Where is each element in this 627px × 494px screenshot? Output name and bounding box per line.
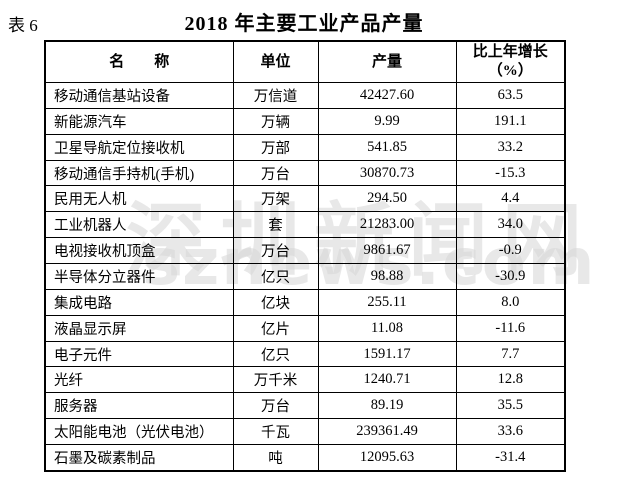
cell-growth: -30.9 [455, 263, 566, 290]
cell-name: 光纤 [44, 366, 234, 394]
cell-name: 移动通信基站设备 [44, 82, 234, 109]
table-row: 光纤 万千米 1240.71 12.8 [44, 366, 566, 394]
cell-unit: 千瓦 [232, 418, 319, 446]
cell-growth: 63.5 [455, 82, 566, 109]
cell-output: 1591.17 [317, 340, 457, 368]
cell-name: 服务器 [44, 392, 234, 420]
cell-unit: 套 [232, 211, 319, 239]
table-row: 石墨及碳素制品 吨 12095.63 -31.4 [44, 444, 566, 472]
cell-name: 太阳能电池（光伏电池） [44, 418, 234, 446]
cell-output: 1240.71 [317, 366, 457, 394]
table-row: 液晶显示屏 亿片 11.08 -11.6 [44, 314, 566, 342]
table-row: 民用无人机 万架 294.50 4.4 [44, 185, 566, 213]
table-row: 服务器 万台 89.19 35.5 [44, 392, 566, 420]
col-header-growth: 比上年增长 （%） [455, 40, 566, 83]
table-row: 电视接收机顶盒 万台 9861.67 -0.9 [44, 237, 566, 265]
cell-unit: 万信道 [232, 82, 319, 109]
cell-unit: 万台 [232, 237, 319, 265]
col-header-unit: 单位 [232, 40, 319, 83]
cell-output: 239361.49 [317, 418, 457, 446]
cell-unit: 亿只 [232, 340, 319, 368]
cell-unit: 万台 [232, 159, 319, 187]
cell-unit: 万辆 [232, 107, 319, 135]
table-row: 移动通信基站设备 万信道 42427.60 63.5 [44, 82, 566, 109]
cell-growth: 4.4 [455, 185, 566, 213]
table-row: 集成电路 亿块 255.11 8.0 [44, 288, 566, 316]
table-number-label: 表 6 [8, 16, 38, 35]
cell-growth: 12.8 [455, 366, 566, 394]
cell-name: 移动通信手持机(手机) [44, 159, 234, 187]
cell-name: 石墨及碳素制品 [44, 444, 234, 472]
table-row: 半导体分立器件 亿只 98.88 -30.9 [44, 263, 566, 290]
table-row: 移动通信手持机(手机) 万台 30870.73 -15.3 [44, 159, 566, 187]
col-header-growth-line1: 比上年增长 [472, 44, 548, 61]
cell-output: 98.88 [317, 263, 457, 290]
col-header-growth-line2: （%） [487, 63, 533, 79]
cell-growth: 191.1 [455, 107, 566, 135]
cell-name: 液晶显示屏 [44, 314, 234, 342]
cell-output: 30870.73 [317, 159, 457, 187]
cell-growth: 8.0 [455, 288, 566, 316]
table-row: 太阳能电池（光伏电池） 千瓦 239361.49 33.6 [44, 418, 566, 446]
cell-growth: -31.4 [455, 444, 566, 472]
cell-growth: 33.2 [455, 133, 566, 161]
cell-output: 541.85 [317, 133, 457, 161]
table-row: 电子元件 亿只 1591.17 7.7 [44, 340, 566, 368]
col-header-name: 名 称 [44, 40, 234, 83]
cell-name: 工业机器人 [44, 211, 234, 239]
cell-growth: -0.9 [455, 237, 566, 265]
cell-output: 11.08 [317, 314, 457, 342]
cell-unit: 万部 [232, 133, 319, 161]
cell-output: 12095.63 [317, 444, 457, 472]
cell-name: 电子元件 [44, 340, 234, 368]
table-row: 工业机器人 套 21283.00 34.0 [44, 211, 566, 239]
cell-output: 9.99 [317, 107, 457, 135]
cell-name: 新能源汽车 [44, 107, 234, 135]
cell-growth: -15.3 [455, 159, 566, 187]
cell-output: 21283.00 [317, 211, 457, 239]
industrial-products-table: 名 称 单位 产量 比上年增长 （%） 移动通信基站设备 万信道 42427.6… [44, 40, 566, 472]
cell-unit: 亿块 [232, 288, 319, 316]
cell-growth: 34.0 [455, 211, 566, 239]
page-title: 2018 年主要工业产品产量 [184, 13, 424, 35]
cell-output: 294.50 [317, 185, 457, 213]
cell-name: 半导体分立器件 [44, 263, 234, 290]
cell-name: 集成电路 [44, 288, 234, 316]
cell-output: 42427.60 [317, 82, 457, 109]
table-header-row: 名 称 单位 产量 比上年增长 （%） [44, 40, 566, 83]
cell-output: 9861.67 [317, 237, 457, 265]
cell-unit: 万架 [232, 185, 319, 213]
cell-name: 电视接收机顶盒 [44, 237, 234, 265]
col-header-output: 产量 [317, 40, 457, 83]
cell-unit: 亿片 [232, 314, 319, 342]
cell-growth: 33.6 [455, 418, 566, 446]
cell-output: 89.19 [317, 392, 457, 420]
cell-growth: 35.5 [455, 392, 566, 420]
table-row: 卫星导航定位接收机 万部 541.85 33.2 [44, 133, 566, 161]
cell-unit: 吨 [232, 444, 319, 472]
cell-unit: 万台 [232, 392, 319, 420]
cell-growth: -11.6 [455, 314, 566, 342]
table-row: 新能源汽车 万辆 9.99 191.1 [44, 107, 566, 135]
cell-unit: 亿只 [232, 263, 319, 290]
cell-name: 卫星导航定位接收机 [44, 133, 234, 161]
cell-output: 255.11 [317, 288, 457, 316]
cell-growth: 7.7 [455, 340, 566, 368]
cell-name: 民用无人机 [44, 185, 234, 213]
cell-unit: 万千米 [232, 366, 319, 394]
